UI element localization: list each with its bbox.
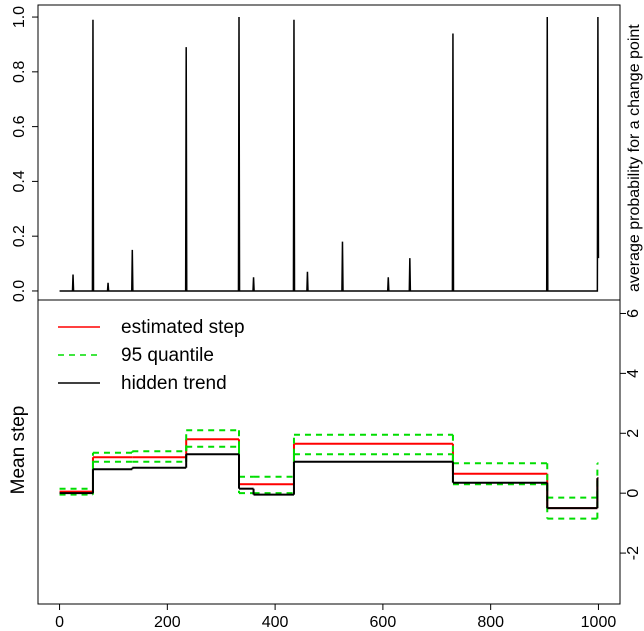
y-tick-label: 0.2 [11,225,28,247]
y-tick-label: 0.6 [11,115,28,137]
x-tick-label: 0 [55,614,64,631]
x-tick-label: 400 [262,614,289,631]
x-tick-label: 1000 [581,614,617,631]
y-axis-label: Mean step [8,406,29,495]
y-tick-label: 0.4 [11,170,28,192]
y-tick-label: 1.0 [11,6,28,28]
legend-label: estimated step [121,317,245,338]
y-tick-label: 2 [625,429,642,438]
legend-label: hidden trend [121,373,227,394]
x-tick-label: 600 [370,614,397,631]
bottom-panel [37,299,621,605]
y-tick-label: 4 [625,369,642,378]
y-tick-label: -2 [625,546,642,560]
y-tick-label: 0.8 [11,61,28,83]
top-panel [37,4,621,301]
y-tick-label: 6 [625,309,642,318]
x-tick-label: 200 [154,614,181,631]
y-tick-label: 0 [625,489,642,498]
y-tick-label: 0.0 [11,280,28,302]
x-tick-label: 800 [477,614,504,631]
legend-label: 95 quantile [121,345,214,366]
probability-line [59,17,600,292]
y2-axis-label: average probability for a change point [626,24,643,292]
